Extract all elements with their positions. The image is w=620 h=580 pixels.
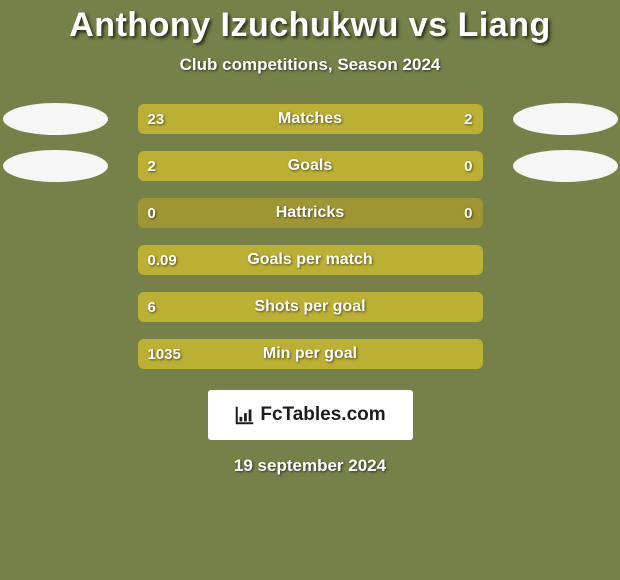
- stats-container: Matches232Goals20Hattricks00Goals per ma…: [3, 103, 618, 370]
- stat-value-right: 2: [464, 104, 472, 134]
- spacer: [513, 244, 618, 276]
- stat-value-left: 0: [148, 198, 156, 228]
- spacer: [513, 338, 618, 370]
- stat-bar: Hattricks0 0: [138, 198, 483, 228]
- stat-label: Shots per goal: [138, 292, 483, 322]
- stat-row: Hattricks0 0: [3, 197, 618, 229]
- stat-row: Shots per goal6: [3, 291, 618, 323]
- stat-value-right: 0: [464, 198, 472, 228]
- vs-text: vs: [409, 6, 448, 44]
- page-title: Anthony Izuchukwu vs Liang: [69, 6, 551, 45]
- logo-text: FcTables.com: [260, 404, 385, 426]
- stat-row: Min per goal1035: [3, 338, 618, 370]
- stat-bar: Goals2 0: [138, 151, 483, 181]
- player1-marker: [3, 150, 108, 182]
- spacer: [3, 197, 108, 229]
- stat-label: Goals: [138, 151, 483, 181]
- stat-label: Goals per match: [138, 245, 483, 275]
- stat-bar: Shots per goal6: [138, 292, 483, 322]
- stat-value-left: 23: [148, 104, 165, 134]
- date-text: 19 september 2024: [234, 456, 386, 476]
- player1-name: Anthony Izuchukwu: [69, 6, 399, 44]
- fctables-logo[interactable]: FcTables.com: [208, 390, 413, 440]
- player2-marker: [513, 103, 618, 135]
- stat-value-left: 1035: [148, 339, 181, 369]
- stat-value-left: 0.09: [148, 245, 177, 275]
- spacer: [3, 291, 108, 323]
- stat-label: Matches: [138, 104, 483, 134]
- player1-marker: [3, 103, 108, 135]
- spacer: [513, 197, 618, 229]
- stat-row: Goals2 0: [3, 150, 618, 182]
- stat-label: Min per goal: [138, 339, 483, 369]
- chart-icon: [234, 404, 256, 426]
- stat-row: Matches23 2: [3, 103, 618, 135]
- stat-label: Hattricks: [138, 198, 483, 228]
- spacer: [3, 338, 108, 370]
- stat-bar: Goals per match0.09: [138, 245, 483, 275]
- stat-bar: Matches23 2: [138, 104, 483, 134]
- stat-value-left: 2: [148, 151, 156, 181]
- stat-row: Goals per match0.09: [3, 244, 618, 276]
- spacer: [3, 244, 108, 276]
- stat-value-left: 6: [148, 292, 156, 322]
- player2-marker: [513, 150, 618, 182]
- player2-name: Liang: [458, 6, 551, 44]
- spacer: [513, 291, 618, 323]
- stat-value-right: 0: [464, 151, 472, 181]
- content-wrapper: Anthony Izuchukwu vs Liang Club competit…: [0, 0, 620, 580]
- stat-bar: Min per goal1035: [138, 339, 483, 369]
- subtitle: Club competitions, Season 2024: [180, 55, 441, 75]
